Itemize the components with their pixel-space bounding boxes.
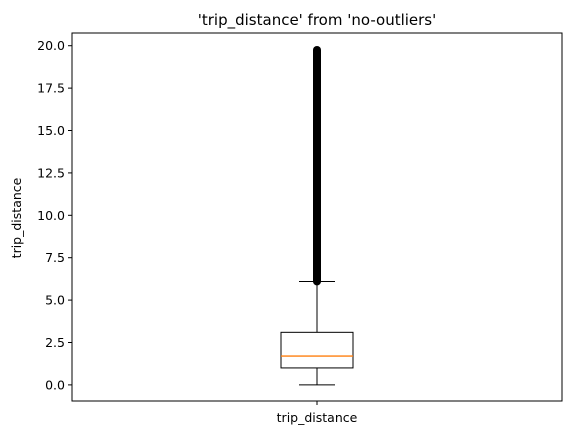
y-axis-label: trip_distance: [9, 177, 24, 258]
y-tick-label: 2.5: [45, 335, 65, 350]
x-tick-label: trip_distance: [277, 410, 358, 425]
y-tick-label: 12.5: [37, 165, 65, 180]
y-tick-label: 10.0: [37, 208, 65, 223]
plot-frame: [71, 32, 563, 402]
y-tick-label: 7.5: [45, 250, 65, 265]
y-tick-label: 17.5: [37, 81, 65, 96]
y-tick-label: 20.0: [37, 38, 65, 53]
y-tick-label: 15.0: [37, 123, 65, 138]
chart-title: 'trip_distance' from 'no-outliers': [198, 11, 437, 30]
plot-area: 0.0 2.5 5.0 7.5 10.0 12.5 15.0 17.5 20.0 trip_dis…: [37, 38, 357, 425]
y-tick-label: 5.0: [45, 293, 65, 308]
y-tick-label: 0.0: [45, 377, 65, 392]
box-iqr: [280, 331, 354, 369]
